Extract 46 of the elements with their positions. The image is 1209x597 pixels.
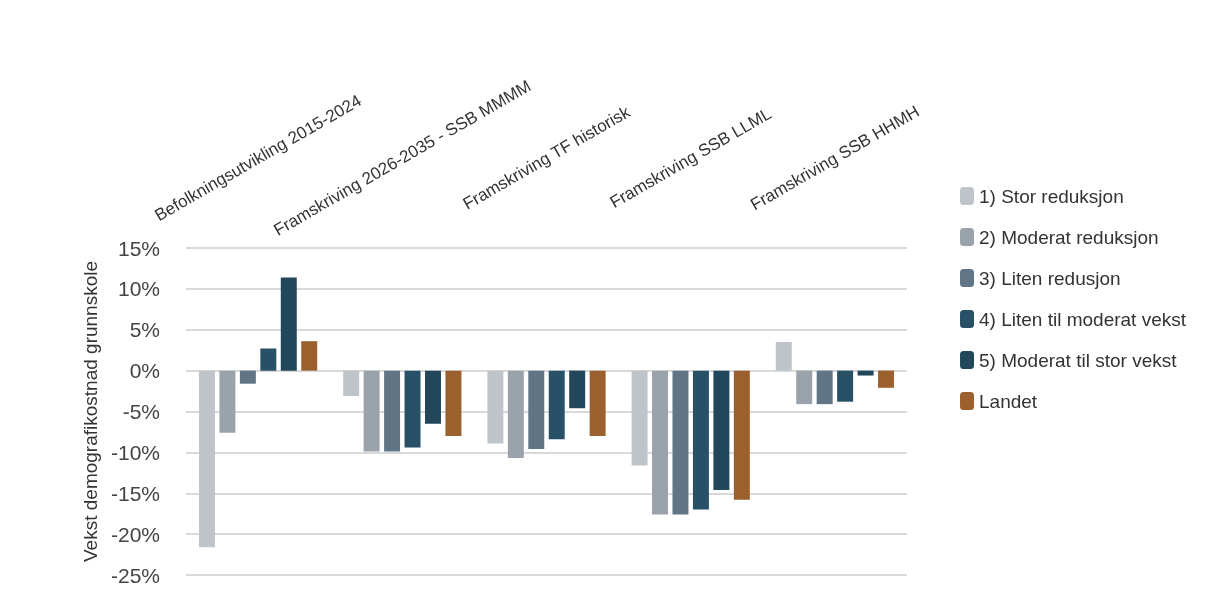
bar xyxy=(301,341,318,371)
legend-label: 1) Stor reduksjon xyxy=(979,185,1124,207)
bar xyxy=(239,370,256,384)
legend-label: Landet xyxy=(979,390,1038,412)
bar xyxy=(775,342,792,371)
bar xyxy=(672,370,689,515)
bar xyxy=(548,370,565,440)
y-tick-label: -20% xyxy=(110,522,160,546)
bar xyxy=(878,370,895,388)
y-tick-label: -10% xyxy=(110,440,160,464)
bar xyxy=(589,370,606,437)
bar xyxy=(692,370,709,510)
y-tick-label: 10% xyxy=(117,277,160,301)
bar xyxy=(280,277,297,371)
bar xyxy=(733,370,750,500)
bar xyxy=(569,370,586,409)
bar xyxy=(343,370,360,396)
bar xyxy=(652,370,669,515)
bar xyxy=(631,370,648,466)
y-tick-label: -15% xyxy=(110,481,160,505)
bar xyxy=(796,370,813,405)
bar xyxy=(445,370,462,437)
bar xyxy=(507,370,524,459)
y-tick-label: 0% xyxy=(129,359,160,383)
legend-label: 5) Moderat til stor vekst xyxy=(979,349,1178,371)
y-tick-label: -5% xyxy=(122,400,160,423)
bar xyxy=(384,370,401,452)
bar xyxy=(487,370,504,444)
legend-label: 4) Liten til moderat vekst xyxy=(979,308,1187,330)
bar xyxy=(219,370,236,433)
bar xyxy=(713,370,730,490)
bar xyxy=(404,370,421,448)
y-axis-title: Vekst demografikostnad grunnskole xyxy=(80,260,102,563)
bar xyxy=(198,370,215,548)
y-tick-label: 15% xyxy=(117,236,160,260)
bar xyxy=(816,370,833,405)
bar xyxy=(363,370,380,452)
bar xyxy=(837,370,854,402)
legend-label: 2) Moderat reduksjon xyxy=(979,226,1159,248)
y-tick-label: 5% xyxy=(129,318,160,342)
bar xyxy=(857,370,874,376)
bar xyxy=(260,348,277,371)
bar xyxy=(528,370,545,450)
legend-label: 3) Liten redusjon xyxy=(979,267,1121,289)
y-tick-label: -25% xyxy=(110,563,160,587)
bar xyxy=(424,370,441,424)
